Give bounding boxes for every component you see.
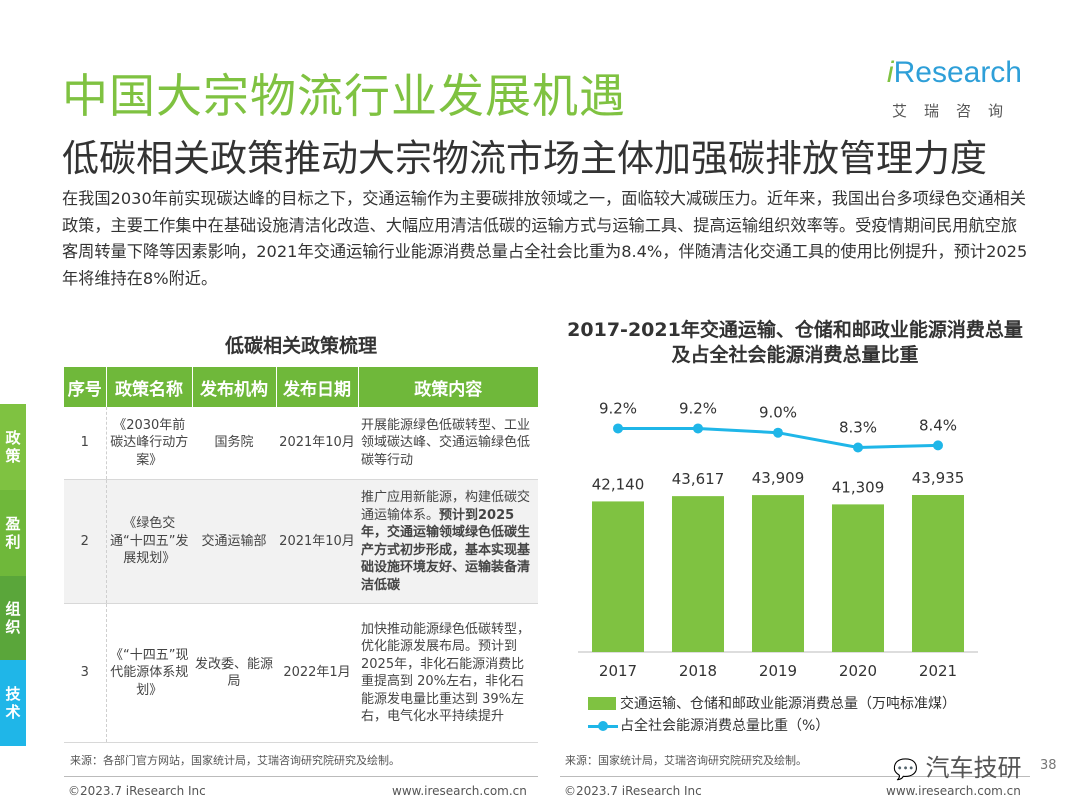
page-number: 38 — [1040, 758, 1057, 773]
row-date: 2022年1月 — [276, 603, 358, 743]
bar-value-label: 43,909 — [752, 469, 805, 487]
row-number: 2 — [64, 479, 107, 604]
row-content: 加快推动能源绿色低碳转型，优化能源发展布局。预计到 2025年，非化石能源消费比… — [358, 603, 538, 743]
line-value-label: 9.2% — [599, 399, 637, 417]
footer-copyright-left: ©2023.7 iResearch Inc — [68, 784, 206, 798]
footer-divider-right — [560, 776, 1030, 777]
chart-source: 来源：国家统计局，艾瑞咨询研究院研究及绘制。 — [565, 754, 807, 767]
side-tab-policy[interactable]: 政策 — [0, 404, 26, 490]
energy-chart: 42,140 2017 43,617 2018 43,909 2019 41,309 2020… — [578, 399, 978, 680]
table-row: 1 《2030年前碳达峰行动方案》 国务院 2021年10月 开展能源绿色低碳转… — [64, 407, 538, 480]
header-issuer: 发布机构 — [192, 367, 277, 407]
header-date: 发布日期 — [276, 367, 359, 407]
line-point — [693, 423, 703, 434]
bar-value-label: 43,935 — [912, 469, 965, 487]
line-value-label: 9.2% — [679, 399, 717, 417]
row-policy-name: 《2030年前碳达峰行动方案》 — [106, 407, 192, 480]
header-policy-name: 政策名称 — [106, 367, 193, 407]
legend-line-label: 占全社会能源消费总量比重（%） — [620, 718, 830, 734]
footer-url-right[interactable]: www.iresearch.com.cn — [886, 784, 1021, 798]
line-point — [613, 423, 623, 434]
side-tab-profit[interactable]: 盈利 — [0, 490, 26, 576]
policy-table-header: 序号 政策名称 发布机构 发布日期 政策内容 — [64, 367, 538, 407]
chart-title: 2017-2021年交通运输、仓储和邮政业能源消费总量及占全社会能源消费总量比重 — [567, 319, 1023, 366]
side-tab-organization[interactable]: 组织 — [0, 576, 26, 660]
policy-table: 序号 政策名称 发布机构 发布日期 政策内容 1 《2030年前碳达峰行动方案》… — [64, 367, 538, 743]
line-point — [773, 427, 783, 438]
wechat-watermark: 💬 汽车技研 — [893, 754, 1022, 782]
x-tick-label: 2017 — [599, 662, 637, 680]
bar-value-label: 41,309 — [832, 478, 885, 496]
table-row: 3 《“十四五”现代能源体系规划》 发改委、能源局 2022年1月 加快推动能源… — [64, 603, 538, 743]
page-subtitle: 低碳相关政策推动大宗物流市场主体加强碳排放管理力度 — [62, 137, 987, 180]
legend-item-line: 占全社会能源消费总量比重（%） — [588, 714, 1038, 736]
x-tick-label: 2020 — [839, 662, 877, 680]
bar — [752, 495, 804, 652]
iresearch-logo: iResearch 艾瑞咨询 — [882, 56, 1022, 126]
x-tick-label: 2021 — [919, 662, 957, 680]
row-date: 2021年10月 — [276, 479, 358, 604]
line-value-label: 9.0% — [759, 404, 797, 422]
bar-value-label: 42,140 — [592, 475, 645, 493]
bar — [832, 504, 884, 652]
line-point — [933, 440, 943, 451]
bar — [592, 501, 644, 652]
row-issuer: 国务院 — [192, 407, 276, 480]
logo-chinese: 艾瑞咨询 — [891, 102, 1020, 120]
bar — [912, 495, 964, 652]
footer-divider-left — [64, 776, 538, 777]
wechat-icon: 💬 — [893, 757, 918, 781]
footer-url-left[interactable]: www.iresearch.com.cn — [392, 784, 527, 798]
header-content: 政策内容 — [358, 367, 538, 407]
header-number: 序号 — [64, 367, 107, 407]
bar-value-label: 43,617 — [672, 470, 725, 488]
intro-paragraph: 在我国2030年前实现碳达峰的目标之下，交通运输作为主要碳排放领域之一，面临较大… — [62, 189, 1028, 288]
legend-line-swatch — [588, 719, 618, 732]
legend-bar-label: 交通运输、仓储和邮政业能源消费总量（万吨标准煤） — [620, 696, 956, 712]
bar — [672, 496, 724, 652]
logo-brand: iResearch — [886, 56, 1022, 89]
row-content: 推广应用新能源，构建低碳交通运输体系。预计到2025年，交通运输领域绿色低碳生产… — [358, 479, 538, 604]
chart-legend: 交通运输、仓储和邮政业能源消费总量（万吨标准煤） 占全社会能源消费总量比重（%） — [588, 692, 1038, 736]
row-issuer: 发改委、能源局 — [192, 603, 276, 743]
x-tick-label: 2019 — [759, 662, 797, 680]
page-title: 中国大宗物流行业发展机遇 — [62, 69, 626, 123]
table-source: 来源：各部门官方网站，国家统计局，艾瑞咨询研究院研究及绘制。 — [70, 754, 400, 767]
line-point — [853, 442, 863, 453]
table-row: 2 《绿色交通“十四五”发展规划》 交通运输部 2021年10月 推广应用新能源… — [64, 479, 538, 604]
row-issuer: 交通运输部 — [192, 479, 276, 604]
footer-copyright-right: ©2023.7 iResearch Inc — [564, 784, 702, 798]
x-tick-label: 2018 — [679, 662, 717, 680]
row-policy-name: 《“十四五”现代能源体系规划》 — [106, 603, 192, 743]
policy-table-title: 低碳相关政策梳理 — [224, 335, 377, 357]
side-tab-technology[interactable]: 技术 — [0, 660, 26, 746]
legend-item-bar: 交通运输、仓储和邮政业能源消费总量（万吨标准煤） — [588, 692, 1038, 714]
line-value-label: 8.3% — [839, 419, 877, 437]
line-value-label: 8.4% — [919, 416, 957, 434]
row-content: 开展能源绿色低碳转型、工业领域碳达峰、交通运输绿色低碳等行动 — [358, 407, 538, 480]
legend-bar-swatch — [588, 696, 616, 710]
row-policy-name: 《绿色交通“十四五”发展规划》 — [106, 479, 192, 604]
row-date: 2021年10月 — [276, 407, 358, 480]
row-number: 1 — [64, 407, 107, 480]
row-number: 3 — [64, 603, 107, 743]
